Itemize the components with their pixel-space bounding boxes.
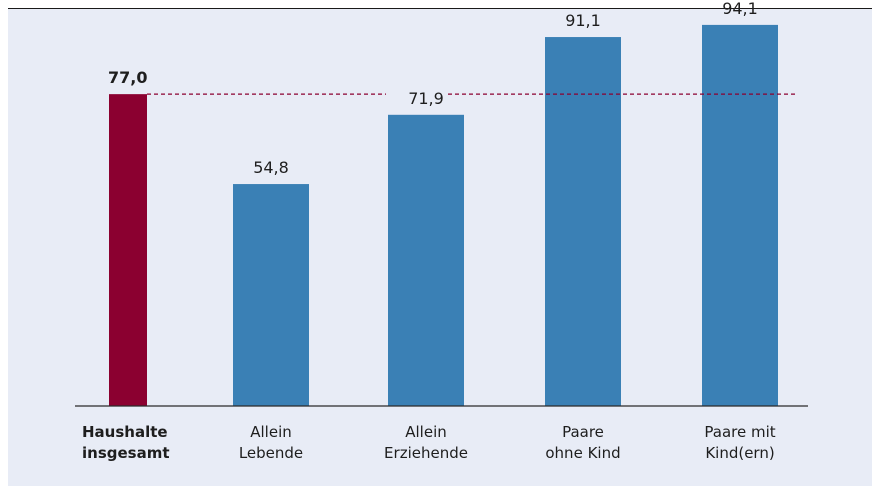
value-label-1: 54,8 <box>253 158 289 177</box>
bar-1 <box>233 184 309 406</box>
category-label-2-line-1: Erziehende <box>384 444 468 462</box>
top-rule <box>8 8 872 9</box>
category-label-1-line-0: Allein <box>250 423 292 441</box>
bar-4 <box>702 24 778 407</box>
value-label-2: 71,9 <box>408 89 444 108</box>
category-label-0-line-0: Haushalte <box>82 423 168 441</box>
bar-3 <box>545 37 621 407</box>
value-label-4: 94,1 <box>722 0 758 18</box>
labels-layer: 77,0 54,8 71,9 91,1 94,1 Haushalte insgesamt Al… <box>82 0 776 462</box>
category-label-0-line-1: insgesamt <box>82 444 170 462</box>
category-label-3-line-0: Paare <box>562 423 604 441</box>
bar-0 <box>109 94 147 407</box>
bar-2 <box>388 114 464 407</box>
category-label-2-line-0: Allein <box>405 423 447 441</box>
category-label-3-line-1: ohne Kind <box>545 444 620 462</box>
value-label-0: 77,0 <box>108 68 147 87</box>
category-label-1-line-1: Lebende <box>239 444 303 462</box>
value-label-3: 91,1 <box>565 11 601 30</box>
category-label-4-line-1: Kind(ern) <box>705 444 774 462</box>
bars-layer <box>109 24 778 407</box>
category-label-4-line-0: Paare mit <box>704 423 775 441</box>
